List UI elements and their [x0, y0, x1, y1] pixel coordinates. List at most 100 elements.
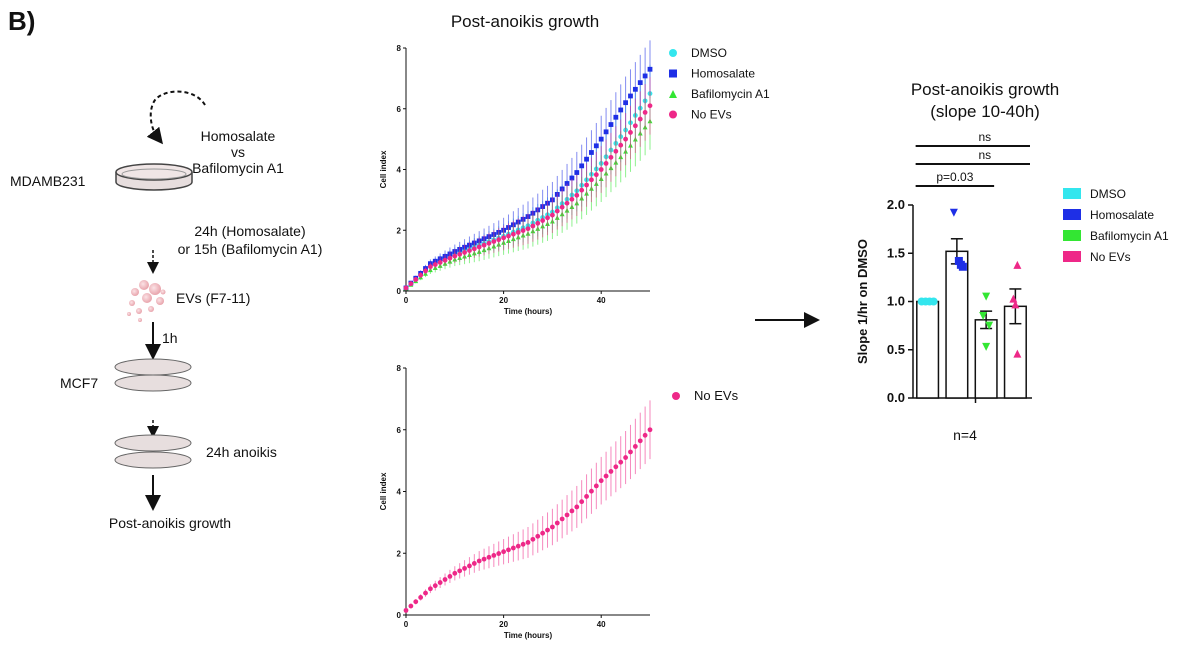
legend-marker — [669, 69, 677, 78]
legend-swatch — [1063, 188, 1081, 199]
data-point — [403, 607, 409, 613]
bar — [974, 319, 998, 399]
x-tick-label: 20 — [499, 620, 508, 629]
data-point — [476, 244, 482, 250]
data-point — [554, 208, 560, 214]
cell-line-1-label: MDAMB231 — [10, 173, 86, 189]
legend-swatch — [1063, 251, 1081, 262]
data-point — [579, 187, 585, 193]
data-point — [525, 226, 531, 232]
legend-label: Homosalate — [691, 67, 755, 81]
data-point — [501, 549, 506, 555]
data-point — [554, 520, 560, 526]
data-point — [491, 553, 497, 558]
data-point — [982, 342, 991, 351]
data-point — [603, 161, 609, 166]
data-point — [647, 103, 653, 109]
data-point — [642, 73, 648, 79]
data-point — [642, 432, 648, 438]
data-point — [520, 228, 526, 233]
data-point — [545, 527, 550, 533]
data-point — [603, 473, 609, 479]
y-tick-label: 0.5 — [887, 342, 905, 357]
y-tick-label: 0 — [397, 287, 402, 296]
data-point — [623, 136, 628, 142]
data-point — [432, 262, 438, 267]
data-point — [486, 240, 492, 246]
data-point — [428, 586, 433, 592]
bar-chart-title-line-1: Post-anoikis growth — [911, 80, 1059, 99]
significance-label: p=0.03 — [936, 170, 973, 184]
data-point — [423, 268, 428, 274]
data-point — [510, 231, 516, 237]
y-tick-label: 2 — [397, 549, 402, 558]
legend-label: Bafilomycin A1 — [1090, 229, 1169, 243]
data-point — [584, 494, 589, 499]
data-point — [598, 167, 604, 172]
y-axis-title: Slope 1/hr on DMSO — [855, 239, 870, 364]
data-point — [579, 499, 585, 505]
data-point — [447, 574, 453, 579]
data-point — [501, 235, 506, 241]
data-point — [632, 444, 638, 449]
data-point — [467, 248, 472, 254]
data-point — [413, 599, 419, 605]
data-point — [496, 237, 502, 243]
data-point — [432, 583, 438, 589]
evs-label: EVs (F7-11) — [176, 290, 250, 306]
bar — [916, 300, 940, 399]
x-tick-label: 20 — [499, 296, 508, 305]
y-tick-label: 2.0 — [887, 197, 905, 212]
data-point — [618, 459, 624, 465]
data-point — [584, 156, 589, 162]
data-point — [506, 547, 511, 553]
legend-label: DMSO — [1090, 187, 1126, 201]
series-no-evs — [403, 400, 653, 613]
data-point — [574, 504, 580, 510]
data-point — [418, 272, 424, 278]
vs-label: vs — [231, 144, 245, 160]
data-point — [510, 545, 516, 551]
data-point — [515, 229, 521, 235]
legend-label: No EVs — [691, 108, 732, 122]
data-point — [447, 255, 453, 261]
data-point — [647, 427, 653, 433]
data-point — [618, 107, 624, 113]
anoikis-label: 24h anoikis — [206, 444, 277, 460]
legend-marker — [669, 110, 677, 119]
bar-chart-footnote: n=4 — [953, 427, 977, 443]
legend-label: Homosalate — [1090, 208, 1154, 222]
data-point — [403, 285, 409, 291]
data-point — [1011, 300, 1020, 309]
data-point — [481, 556, 487, 562]
data-point — [442, 577, 448, 582]
data-point — [608, 122, 614, 127]
data-point — [515, 543, 521, 549]
legend-swatch — [1063, 209, 1081, 220]
data-point — [982, 292, 991, 301]
data-point — [613, 114, 619, 120]
y-tick-label: 1.5 — [887, 245, 905, 260]
data-point — [413, 277, 419, 282]
data-point — [530, 536, 536, 542]
data-point — [584, 182, 589, 188]
y-tick-label: 8 — [397, 364, 402, 373]
data-point — [462, 565, 467, 571]
legend-label: No EVs — [694, 388, 739, 403]
data-point — [579, 163, 585, 169]
series-no-evs — [403, 76, 653, 291]
x-tick-label: 40 — [597, 296, 606, 305]
legend-marker — [669, 90, 677, 98]
data-point — [569, 508, 575, 514]
data-point — [418, 595, 424, 600]
data-point — [452, 570, 458, 576]
x-axis-title: Time (hours) — [504, 631, 553, 640]
data-point — [569, 196, 575, 202]
series-homosalate — [403, 40, 653, 291]
data-point — [452, 253, 458, 259]
data-point — [540, 530, 546, 536]
data-point — [525, 540, 531, 545]
data-point — [569, 175, 575, 181]
data-point — [476, 558, 482, 564]
data-point — [642, 109, 648, 115]
